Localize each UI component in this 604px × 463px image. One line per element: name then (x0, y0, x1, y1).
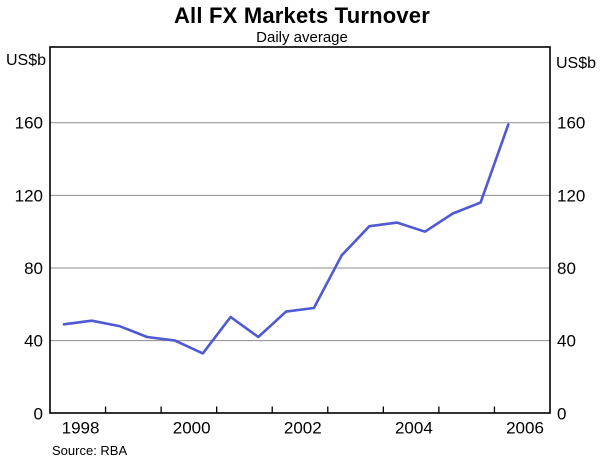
x-axis-tick-label: 2002 (284, 419, 322, 438)
y-axis-tick-label-left: 160 (15, 114, 43, 133)
turnover-line (62, 123, 510, 355)
x-axis-tick-label: 2006 (506, 419, 544, 438)
y-axis-tick-label-right: 80 (557, 259, 576, 278)
plot-frame (49, 46, 551, 414)
y-axis-unit-left: US$b (5, 52, 46, 69)
y-axis-tick-label-left: 80 (24, 259, 43, 278)
source-note: Source: RBA (52, 443, 128, 458)
chart-subtitle: Daily average (256, 29, 348, 46)
y-axis-tick-label-right: 160 (557, 114, 585, 133)
y-axis-tick-label-left: 0 (34, 404, 43, 423)
x-axis-tick-label: 2004 (395, 419, 433, 438)
y-axis-unit-right: US$b (556, 55, 597, 72)
y-axis-tick-label-right: 120 (557, 186, 585, 205)
x-axis-tick-label: 1998 (62, 419, 100, 438)
x-axis-tick-label: 2000 (173, 419, 211, 438)
y-axis-tick-label-right: 40 (557, 332, 576, 351)
y-axis-tick-label-left: 120 (15, 186, 43, 205)
chart-title: All FX Markets Turnover (173, 3, 431, 28)
y-axis-tick-label-right: 0 (557, 404, 566, 423)
y-axis-tick-label-left: 40 (24, 332, 43, 351)
